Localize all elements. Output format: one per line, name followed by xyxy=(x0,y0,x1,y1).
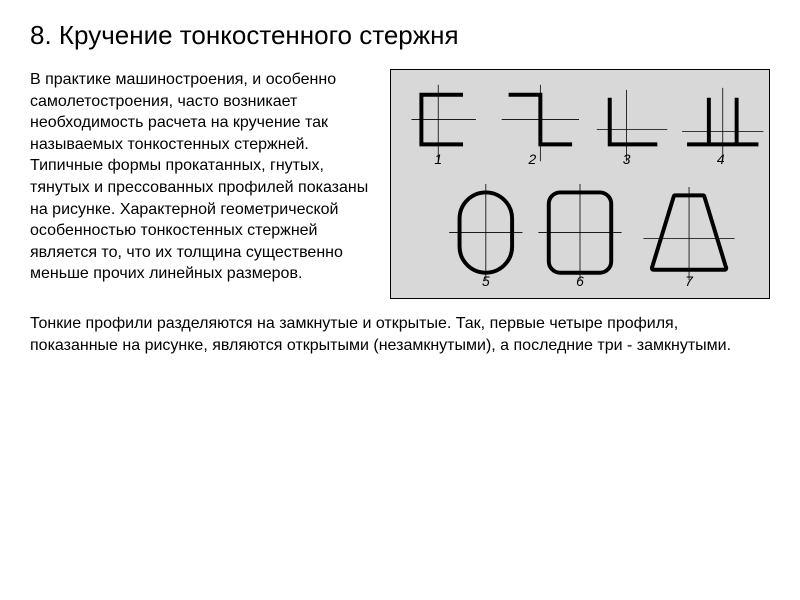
profile-label-3: 3 xyxy=(623,151,631,167)
profile-label-4: 4 xyxy=(717,151,725,167)
profile-label-2: 2 xyxy=(528,151,537,167)
profile-3: 3 xyxy=(597,90,667,167)
profile-label-5: 5 xyxy=(482,273,490,289)
profile-6: 6 xyxy=(538,184,621,289)
profile-5: 5 xyxy=(449,184,522,289)
paragraph-1: В практике машиностроения, и особенно са… xyxy=(30,69,372,285)
profile-1: 1 xyxy=(411,85,475,167)
profile-7: 7 xyxy=(643,187,734,289)
profile-4: 4 xyxy=(682,88,763,167)
profiles-diagram: 1 2 3 xyxy=(390,69,770,299)
profile-label-6: 6 xyxy=(576,273,584,289)
paragraph-2: Тонкие профили разделяются на замкнутые … xyxy=(30,313,770,356)
profile-label-1: 1 xyxy=(434,151,442,167)
profile-label-7: 7 xyxy=(685,273,694,289)
profile-2: 2 xyxy=(502,85,579,167)
page-title: 8. Кручение тонкостенного стержня xyxy=(30,20,770,51)
